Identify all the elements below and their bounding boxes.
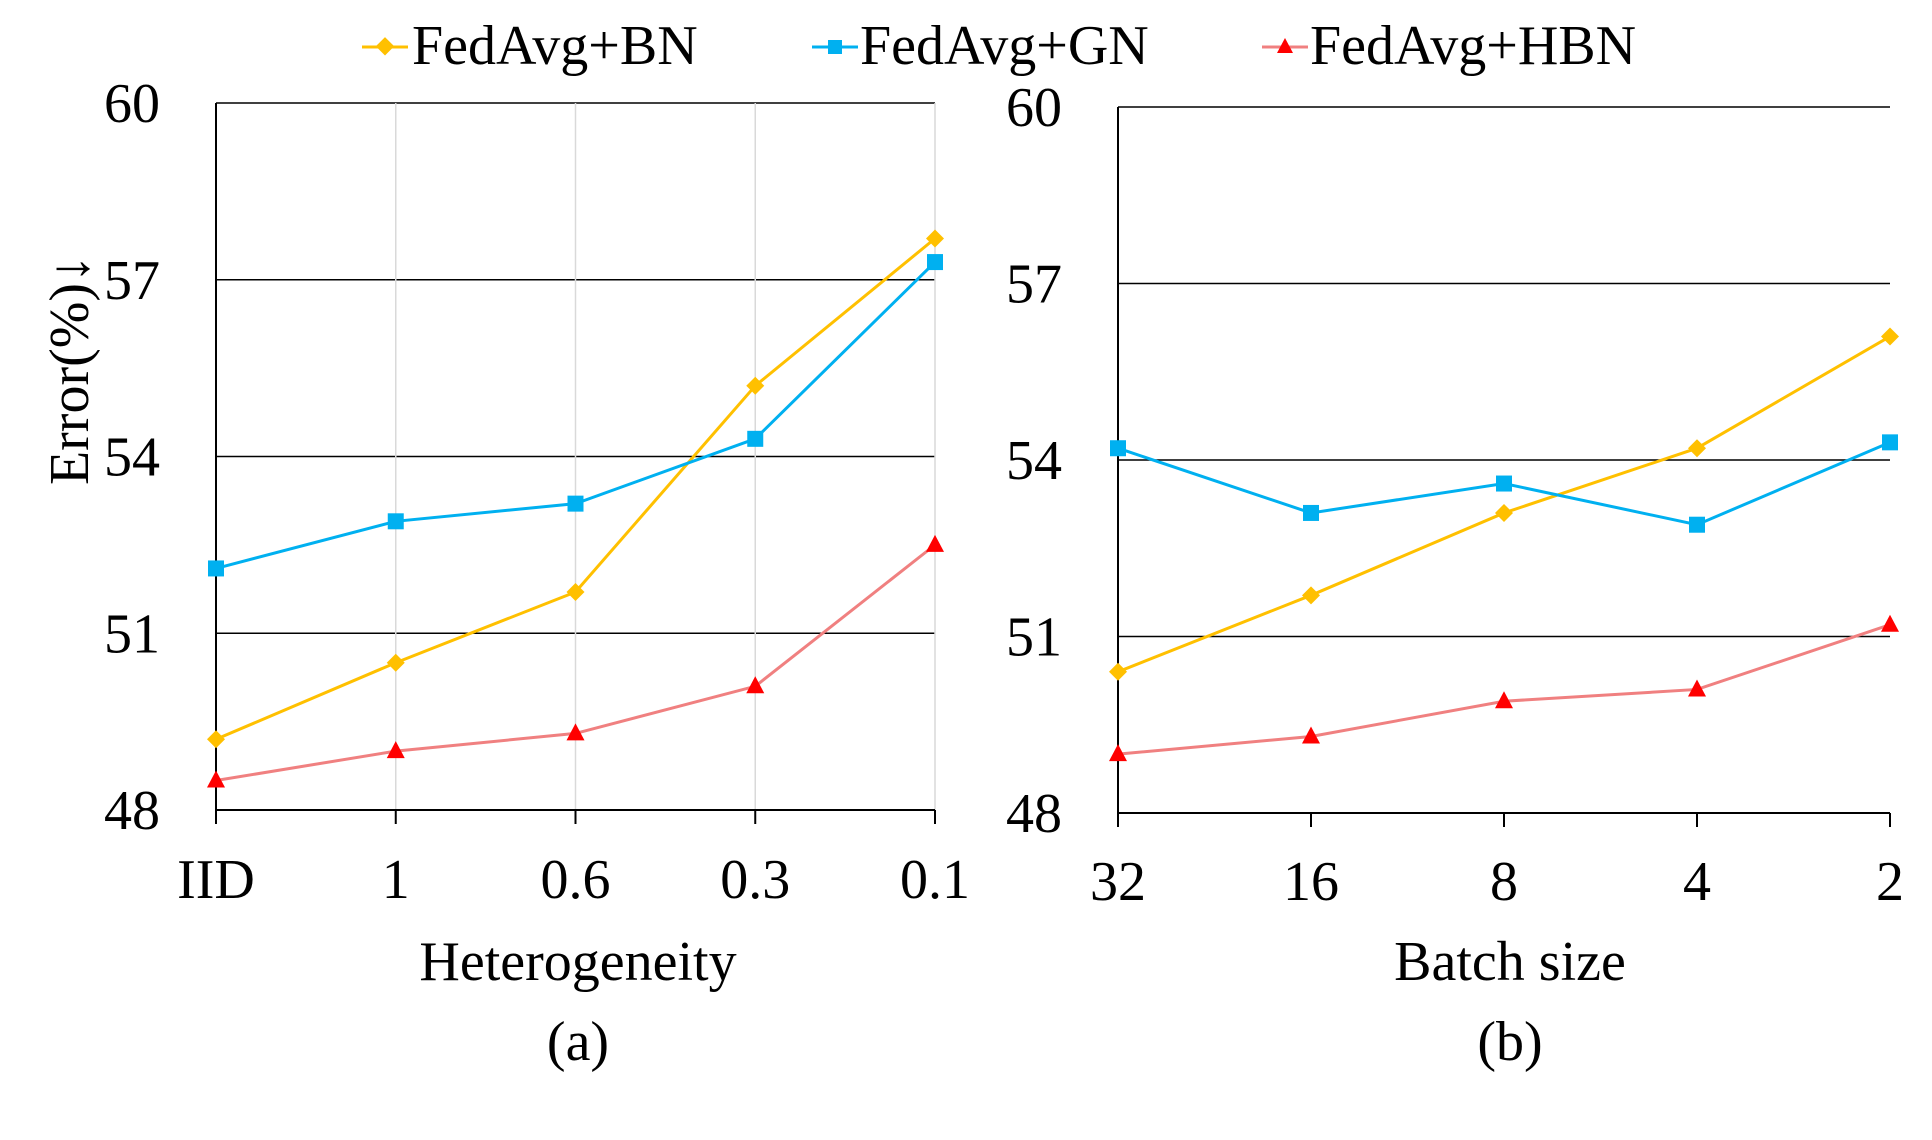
x-tick-labels: 32 16 8 4 2 [1090,851,1904,913]
y-tick-label: 60 [104,73,160,135]
series-line-hbn [1117,623,1891,756]
legend-marker-gn [828,40,842,54]
y-tick-label: 57 [104,250,160,312]
series-lines [1109,327,1899,762]
data-point-gn [208,560,224,577]
data-point-bn [1302,586,1320,605]
legend-marker-hbn [1277,38,1293,53]
y-tick-label: 54 [104,427,160,489]
x-tick-label: 8 [1490,851,1518,913]
legend-item-gn: FedAvg+GN [812,15,1149,77]
y-axis-title: Error(%)↓ [39,255,101,485]
panel-label: (b) [1477,1011,1542,1073]
data-point-hbn [1688,679,1706,697]
x-tick-marks [1117,813,1891,827]
data-point-hbn [1109,744,1127,762]
data-point-gn [1110,440,1126,457]
data-point-bn [566,583,585,602]
data-point-gn [567,495,584,512]
x-tick-label: IID [177,849,255,911]
data-point-bn [386,653,405,672]
x-tick-label: 16 [1283,851,1339,913]
series-lines [207,229,944,788]
chart-panel-b: 48 51 54 57 60 32 16 8 4 2 Batch size (b) [1006,77,1904,1073]
data-point-gn [1496,475,1512,492]
data-point-hbn [1302,726,1320,744]
data-point-bn [1109,662,1127,681]
y-tick-label: 51 [104,603,160,665]
data-point-hbn [926,534,944,552]
data-point-hbn [1881,614,1899,632]
data-point-bn [1881,327,1899,346]
legend-label-gn: FedAvg+GN [860,15,1149,77]
legend-label-bn: FedAvg+BN [412,15,698,77]
data-point-bn [207,730,225,749]
y-tick-label: 48 [1006,783,1062,845]
horizontal-gridlines [1118,106,1890,638]
x-tick-marks [215,810,936,824]
x-tick-label: 0.1 [900,849,970,911]
data-point-bn [1495,503,1513,522]
legend-item-bn: FedAvg+BN [362,15,698,77]
data-point-gn [1303,504,1319,521]
x-tick-label: 32 [1090,851,1146,913]
x-axis-label: Heterogeneity [419,931,736,993]
x-tick-label: 0.6 [541,849,611,911]
legend-item-hbn: FedAvg+HBN [1262,15,1636,77]
data-point-gn [747,430,764,447]
y-tick-label: 54 [1006,430,1062,492]
y-tick-label: 51 [1006,607,1062,669]
x-tick-label: 0.3 [720,849,790,911]
data-point-gn [927,254,943,271]
y-tick-label: 57 [1006,254,1062,316]
x-tick-labels: IID 1 0.6 0.3 0.1 [177,849,970,911]
x-tick-label: 4 [1683,851,1711,913]
data-point-gn [387,513,404,530]
legend-label-hbn: FedAvg+HBN [1310,15,1636,77]
data-point-hbn [746,676,765,694]
panel-label: (a) [547,1011,609,1073]
chart-panel-a: 48 51 54 57 60 IID 1 0.6 0.3 0.1 Heterogeneity (… [104,73,970,1073]
data-point-gn [1689,516,1705,533]
data-point-gn [1882,434,1898,451]
y-tick-label: 48 [104,780,160,842]
legend-marker-bn [375,37,395,56]
data-point-hbn [1495,691,1513,709]
y-tick-labels: 48 51 54 57 60 [104,73,160,842]
data-point-hbn [566,723,585,741]
data-point-bn [1688,439,1706,458]
legend: FedAvg+BN FedAvg+GN FedAvg+HBN [362,15,1636,77]
data-point-bn [746,376,765,395]
x-tick-label: 1 [382,849,410,911]
x-axis-label: Batch size [1394,931,1626,993]
x-tick-label: 2 [1876,851,1904,913]
data-point-bn [926,229,944,248]
y-tick-label: 60 [1006,77,1062,139]
data-point-hbn [207,770,225,788]
y-tick-labels: 48 51 54 57 60 [1006,77,1062,845]
data-point-hbn [386,741,405,759]
